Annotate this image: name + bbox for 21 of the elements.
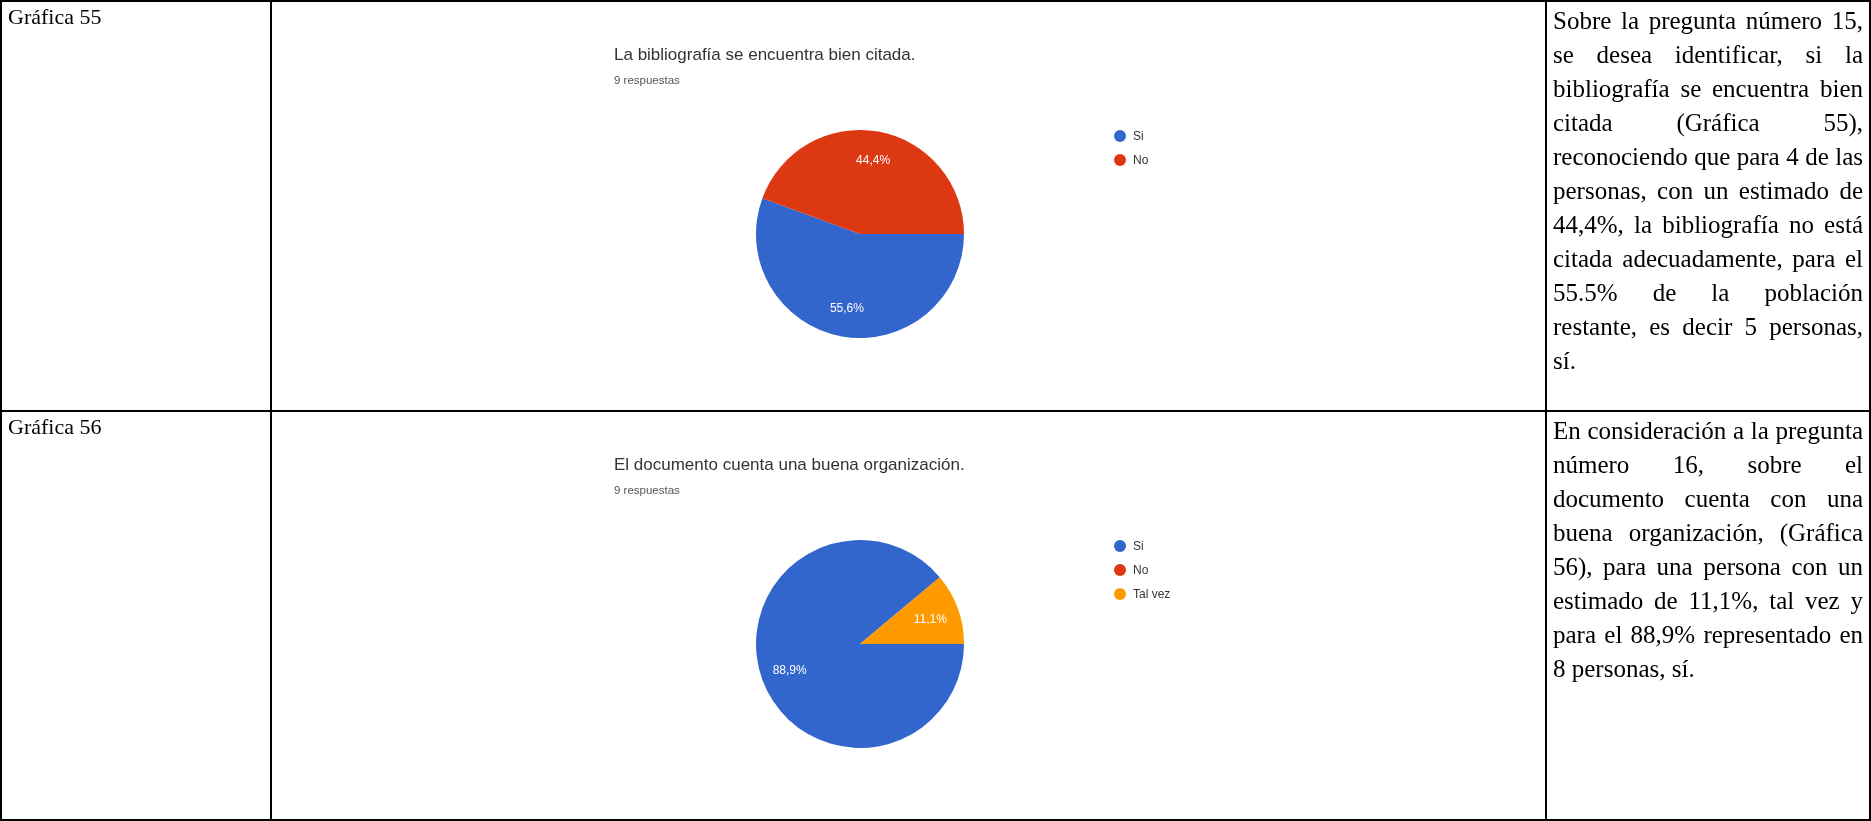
legend-label: No [1133,563,1149,578]
text: 9 respuestas [614,484,681,496]
text: Gráfica 55 [7,3,103,31]
data-label: 11,1% [913,611,948,626]
text: En consideración a la pregunta número 16, sobre el documento cuenta con una buena organización, (Gráfica 56), para una persona con un estimado de 11,1%, tal vez y para el 88,9% representado en 8 personas, sí. [1552,416,1864,684]
legend-label: Si [1133,539,1144,554]
text: Gráfica 56 [7,413,103,441]
pie-slice [756,198,964,338]
text: 9 respuestas [614,74,681,86]
text: Sobre la pregunta número 15, se desea identificar, si la bibliografía se encuentra bien citada (Gráfica 55), reconociendo que para 4 de las personas, con un estimado de 44,4%, la bibliografía no está citada adecuadamente, para el 55.5% de la población restante, es decir 5 personas, sí. [1553,7,1863,374]
data-label: 44,4% [856,153,891,168]
legend-label: Si [1133,129,1144,144]
pie-slice [756,540,964,748]
chart-title: La bibliografía se encuentra bien citada. [614,45,916,64]
pie-slice [762,130,964,234]
chart-title: El documento cuenta una buena organización. [614,455,965,474]
data-label: 88,9% [772,662,807,677]
data-label: 55,6% [829,300,865,315]
legend-label: Tal vez [1133,587,1171,602]
legend-label: No [1133,153,1149,168]
pie-slice [860,577,964,644]
